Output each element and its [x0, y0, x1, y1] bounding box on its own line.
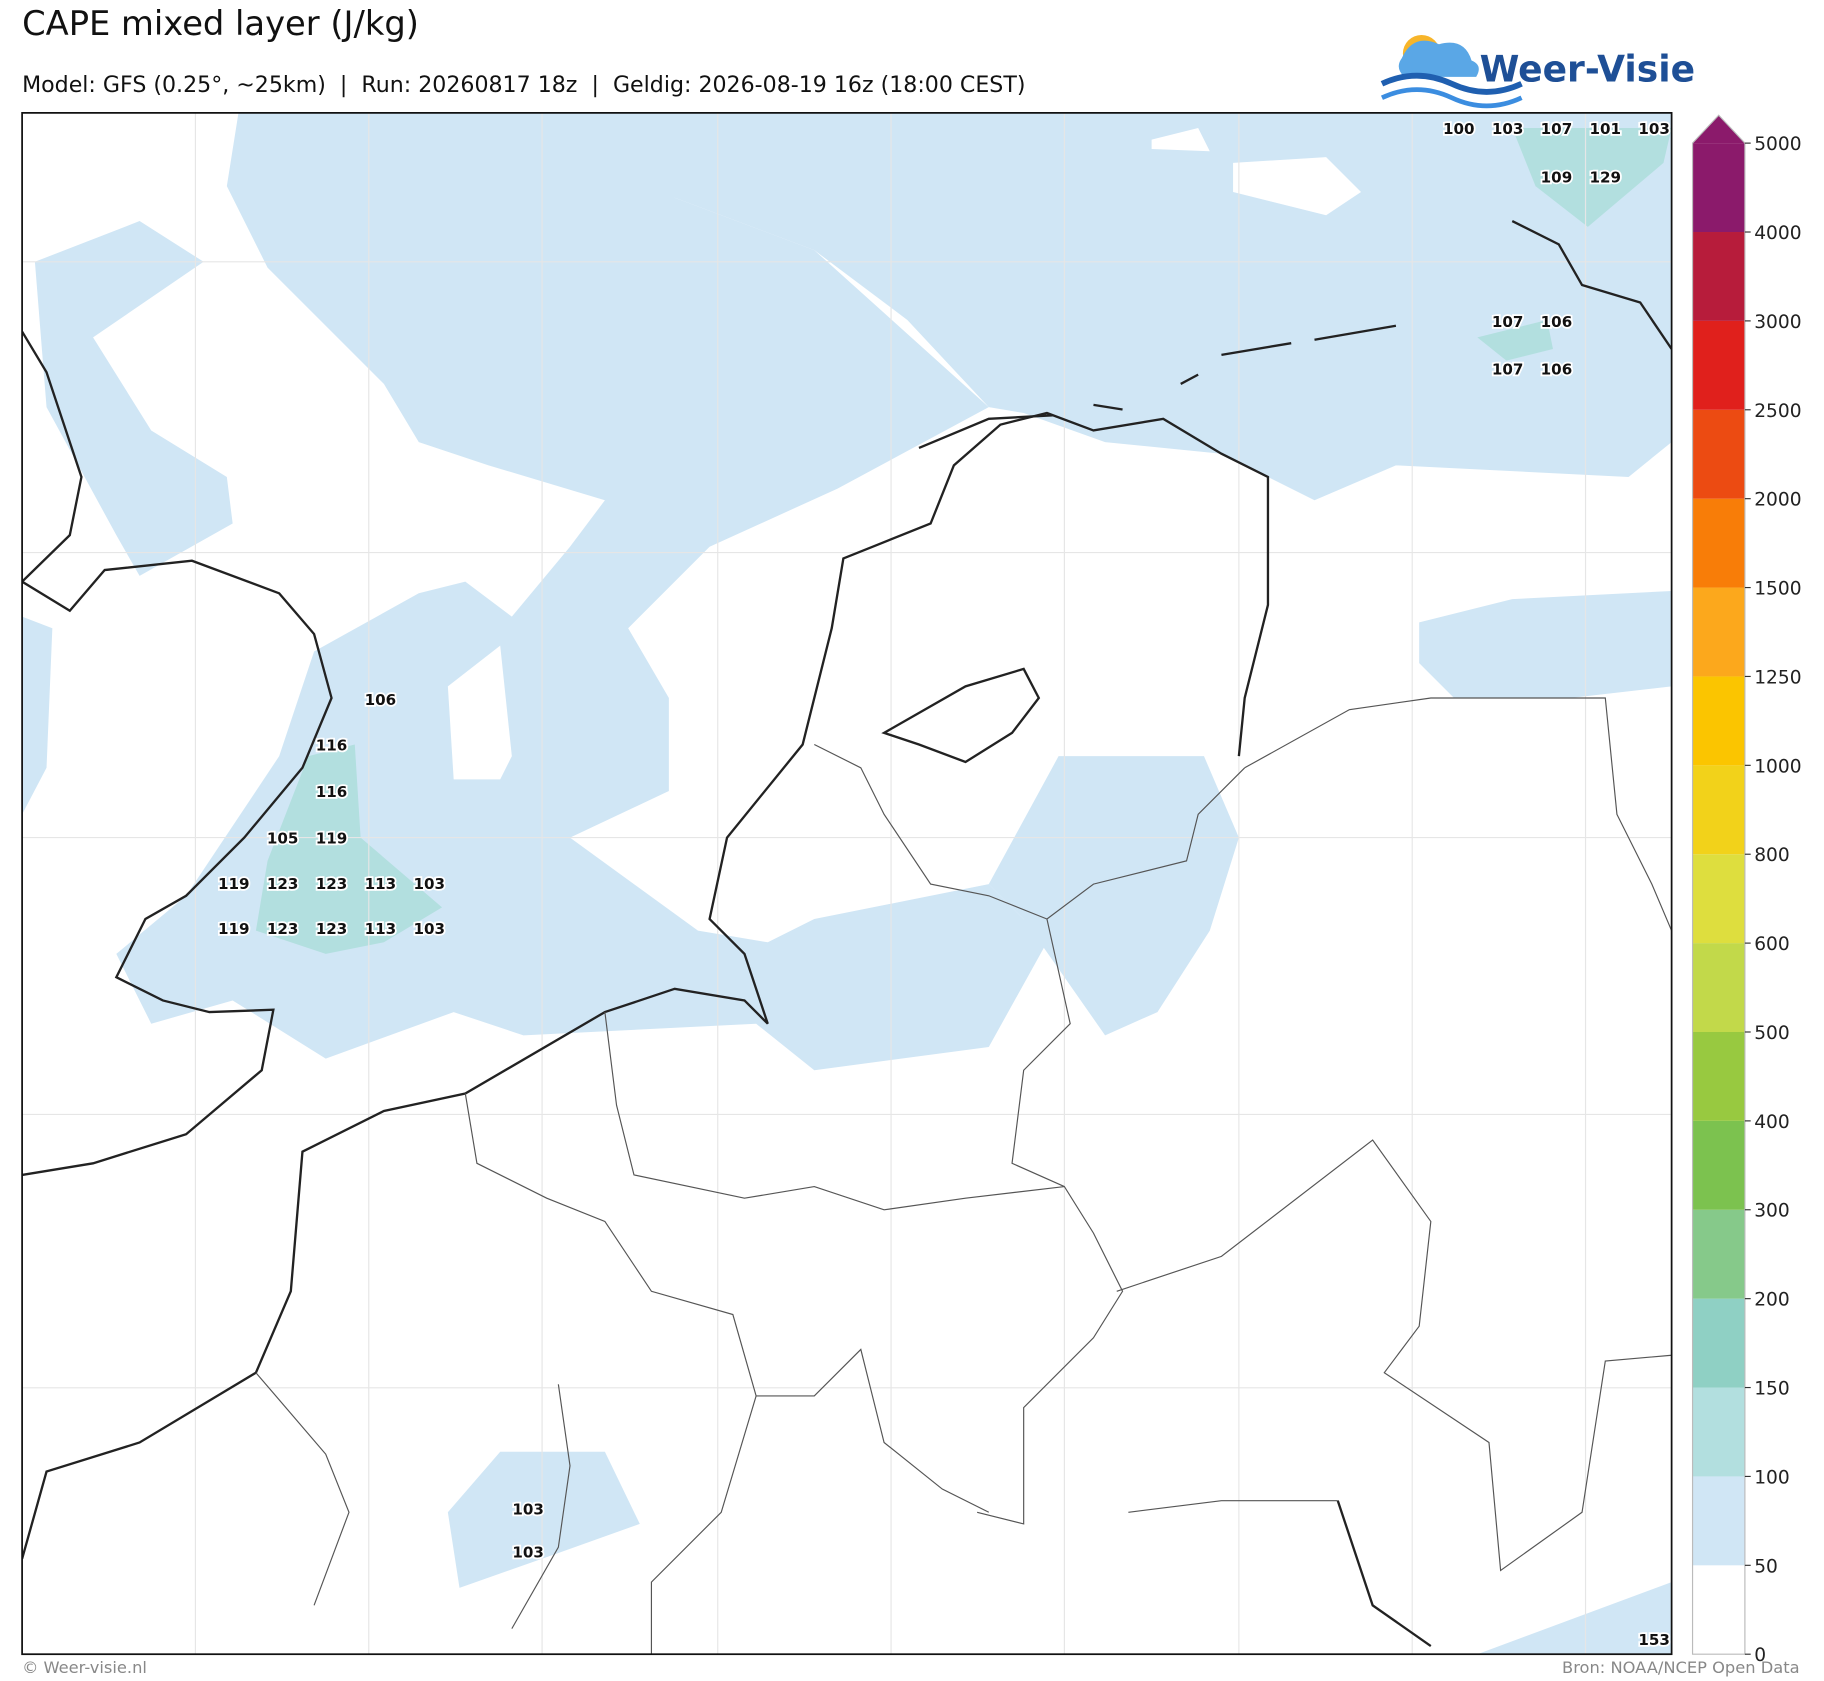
coastlines: [22, 220, 1672, 1648]
colorbar: 0 50 100 150 200 300 400 500 600 800 1000 1250 1500 2…: [1691, 114, 1802, 1666]
value-label: 107: [1541, 120, 1573, 138]
value-label: 103: [512, 1501, 544, 1519]
colorbar-segment: [1692, 943, 1745, 1032]
value-label: 116: [316, 736, 348, 754]
value-label: 123: [316, 920, 348, 938]
colorbar-tick-label: 2000: [1754, 490, 1801, 511]
colorbar-segment: [1692, 320, 1745, 410]
colorbar-tick-label: 400: [1754, 1112, 1790, 1133]
footer-left: © Weer-visie.nl: [22, 1658, 147, 1677]
colorbar-tick-label: 150: [1754, 1379, 1790, 1400]
value-label: 105: [267, 829, 299, 847]
colorbar-segment: [1692, 1031, 1745, 1121]
value-label: 116: [316, 783, 348, 801]
colorbar-tick-label: 600: [1754, 934, 1790, 955]
colorbar-segment: [1692, 1476, 1745, 1566]
colorbar-tick-label: 5000: [1754, 134, 1801, 155]
value-label: 103: [512, 1544, 544, 1562]
value-label: 119: [316, 829, 348, 847]
value-label: 103: [413, 920, 445, 938]
colorbar-segment: [1692, 143, 1745, 233]
footer-right: Bron: NOAA/NCEP Open Data: [1562, 1658, 1800, 1677]
colorbar-segment: [1692, 854, 1745, 944]
colorbar-segment: [1692, 1565, 1745, 1655]
colorbar-tick-label: 0: [1754, 1645, 1766, 1666]
value-label: 106: [365, 691, 397, 709]
value-label: 123: [267, 875, 299, 893]
value-label: 100: [1443, 120, 1475, 138]
value-label: 119: [218, 875, 250, 893]
colorbar-segment: [1692, 587, 1745, 677]
value-label: 119: [218, 920, 250, 938]
value-label: 123: [316, 875, 348, 893]
value-label: 113: [365, 875, 397, 893]
value-label: 153: [1638, 1631, 1670, 1649]
cape-below-50: [447, 128, 1362, 780]
value-label: 123: [267, 920, 299, 938]
borders: [255, 697, 1672, 1655]
value-label: 103: [1492, 120, 1524, 138]
value-label: 129: [1590, 169, 1622, 187]
value-label: 106: [1541, 361, 1573, 379]
colorbar-tick-label: 1250: [1754, 667, 1801, 688]
colorbar-tick-label: 4000: [1754, 223, 1801, 244]
value-label: 103: [413, 875, 445, 893]
colorbar-tick-label: 2500: [1754, 401, 1801, 422]
colorbar-segment: [1692, 498, 1745, 588]
colorbar-tick-label: 1000: [1754, 756, 1801, 777]
colorbar-tick-label: 100: [1754, 1467, 1790, 1488]
colorbar-segment: [1692, 409, 1745, 499]
colorbar-segment: [1692, 1120, 1745, 1210]
title: CAPE mixed layer (J/kg): [22, 4, 419, 43]
value-labels: 100 103 107 101 103 109 129 107 106 107 106 106 116 1…: [216, 118, 1671, 1651]
logo: Weer-Visie: [1380, 34, 1695, 109]
subtitle: Model: GFS (0.25°, ~25km) | Run: 2026081…: [22, 72, 1025, 98]
colorbar-tick-label: 300: [1754, 1201, 1790, 1222]
value-label: 101: [1590, 120, 1622, 138]
colorbar-outline: [1691, 114, 1746, 1655]
colorbar-segment: [1692, 232, 1745, 321]
graticule: [22, 112, 1672, 1655]
value-label: 107: [1492, 361, 1524, 379]
value-label: 109: [1541, 169, 1573, 187]
colorbar-tick-label: 500: [1754, 1023, 1790, 1044]
value-label: 106: [1541, 313, 1573, 331]
colorbar-segment: [1692, 1387, 1745, 1477]
colorbar-tick-label: 200: [1754, 1290, 1790, 1311]
colorbar-segment: [1692, 1298, 1745, 1388]
colorbar-tick-label: 3000: [1754, 312, 1801, 333]
colorbar-segment: [1692, 676, 1745, 766]
value-label: 107: [1492, 313, 1524, 331]
cape-100-150: [255, 127, 1672, 954]
colorbar-segment: [1692, 1209, 1745, 1299]
colorbar-tick-label: 1500: [1754, 579, 1801, 600]
map-frame: [21, 112, 1673, 1656]
logo-text: Weer-Visie: [1480, 48, 1695, 90]
colorbar-tick-label: 50: [1754, 1556, 1778, 1577]
colorbar-tick-label: 800: [1754, 845, 1790, 866]
colorbar-segment: [1692, 765, 1745, 855]
value-label: 113: [365, 920, 397, 938]
map-area: 100 103 107 101 103 109 129 107 106 107 106 106 116 1…: [22, 112, 1672, 1655]
value-label: 103: [1638, 120, 1670, 138]
colorbar-extend: [1692, 115, 1745, 144]
